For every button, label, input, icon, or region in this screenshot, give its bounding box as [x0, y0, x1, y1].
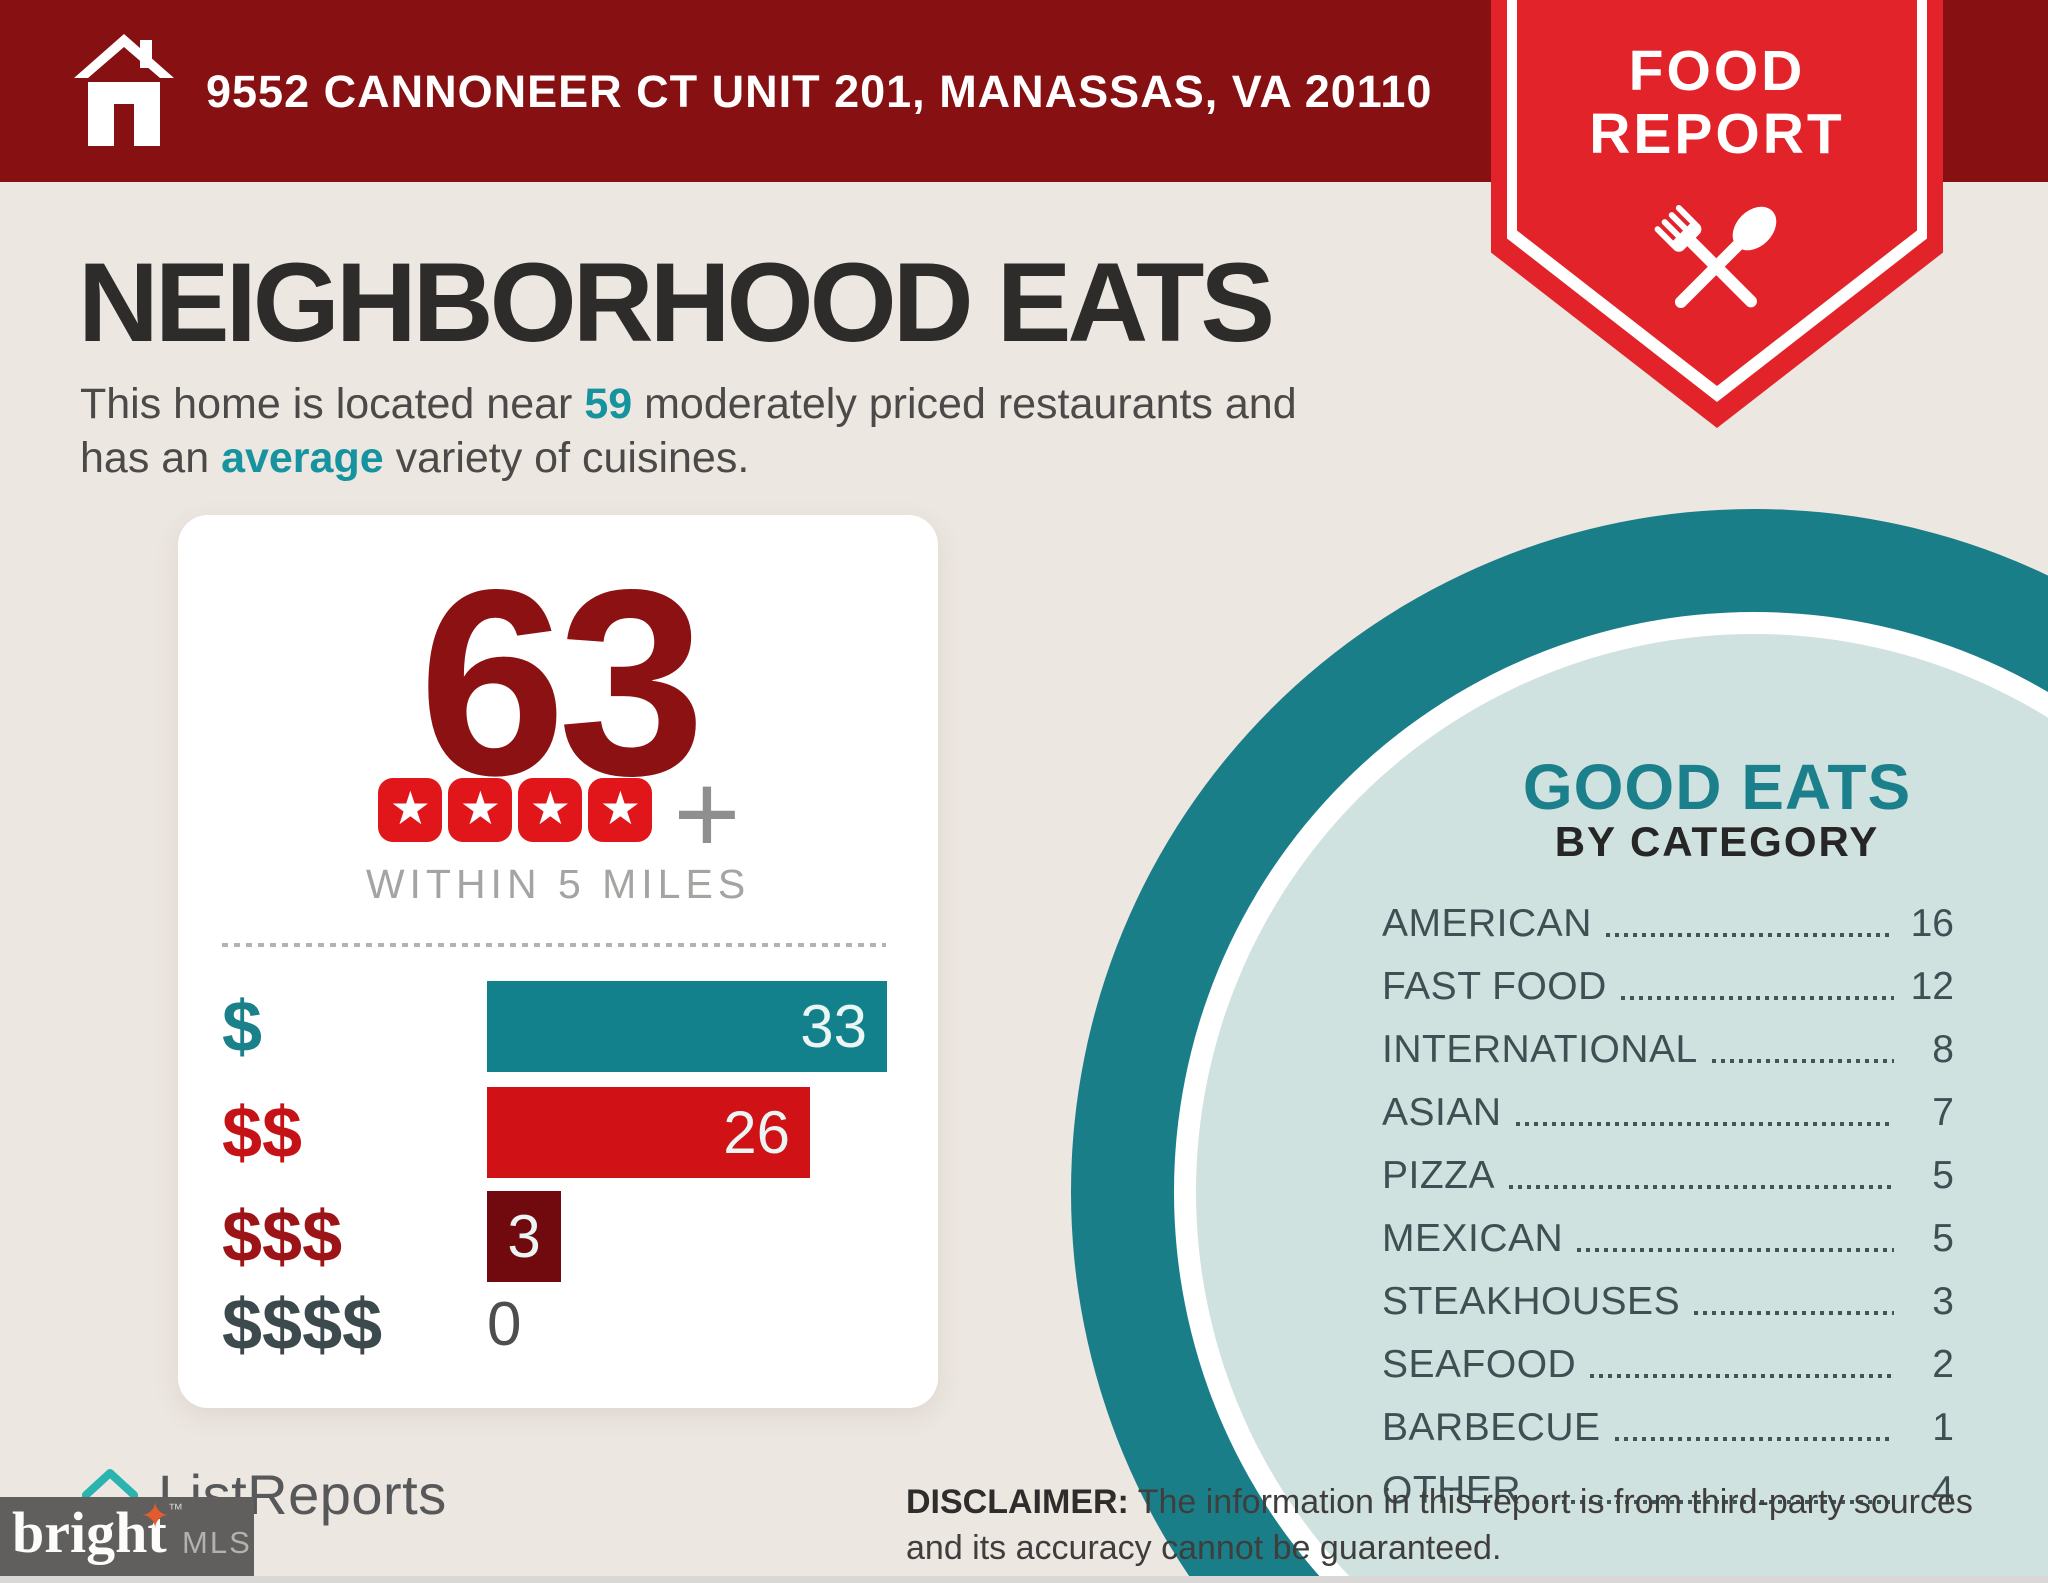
house-icon — [74, 34, 174, 146]
spoon-and-fork-icon — [1654, 205, 1777, 309]
variety-word: average — [221, 434, 384, 482]
dotted-leader — [1694, 1311, 1894, 1315]
price-row-2-dollar: $$ 26 — [222, 1087, 896, 1178]
category-row: OTHER 4 — [1382, 1469, 1954, 1513]
bright-mls-logo: bright ✦ ™ MLS — [0, 1495, 254, 1577]
food-report-ribbon: FOOD REPORT — [1491, 0, 1943, 428]
price-label: $$ — [222, 1092, 303, 1173]
category-row: INTERNATIONAL 8 — [1382, 1028, 1954, 1072]
price-zero-value: 0 — [487, 1290, 522, 1359]
price-row-4-dollar: $$$$ 0 — [222, 1279, 896, 1370]
dotted-leader — [1614, 1437, 1894, 1441]
good-eats-category-list: AMERICAN 16 FAST FOOD 12 INTERNATIONAL 8 AS… — [1382, 884, 1954, 1514]
category-row: STEAKHOUSES 3 — [1382, 1280, 1954, 1324]
ribbon-title-food: FOOD — [1628, 39, 1806, 103]
radius-label: WITHIN 5 MILES — [365, 861, 751, 907]
price-bar: 3 — [487, 1191, 561, 1282]
trademark-symbol: ™ — [168, 1501, 183, 1518]
good-eats-subtitle: BY CATEGORY — [1554, 818, 1880, 865]
category-row: ASIAN 7 — [1382, 1091, 1954, 1135]
category-row: AMERICAN 16 — [1382, 902, 1954, 946]
price-label: $ — [222, 986, 263, 1067]
dotted-leader — [1515, 1122, 1894, 1126]
dotted-leader — [1620, 996, 1894, 1000]
yelp-star-icon: ★ — [448, 778, 513, 842]
page-title: NEIGHBORHOOD EATS — [78, 240, 1275, 365]
dotted-leader — [1509, 1185, 1894, 1189]
price-label: $$$$ — [222, 1284, 383, 1365]
mls-wordmark: MLS — [182, 1525, 252, 1560]
good-eats-title: GOOD EATS — [1522, 751, 1912, 823]
bright-wordmark: bright — [12, 1500, 167, 1565]
bright-sparkle-icon: ✦ — [140, 1495, 171, 1536]
yelp-star-icon: ★ — [518, 778, 583, 842]
intro-sentence-line2: has an average variety of cuisines. — [80, 434, 750, 482]
dotted-leader — [1605, 933, 1894, 937]
category-row: BARBECUE 1 — [1382, 1406, 1954, 1450]
property-address: 9552 CANNONEER CT UNIT 201, MANASSAS, VA… — [206, 66, 1433, 117]
price-label: $$$ — [222, 1196, 343, 1277]
disclaimer-text: DISCLAIMER: The information in this repo… — [906, 1483, 1973, 1567]
price-bar: 33 — [487, 981, 887, 1072]
category-row: MEXICAN 5 — [1382, 1217, 1954, 1261]
dashed-divider — [222, 943, 886, 947]
yelp-star-icon: ★ — [588, 778, 653, 842]
star-rating: ★ ★ ★ ★ + — [178, 757, 938, 872]
score-number: 63 — [418, 535, 706, 831]
category-row: FAST FOOD 12 — [1382, 965, 1954, 1009]
category-row: SEAFOOD 2 — [1382, 1343, 1954, 1387]
dotted-leader — [1535, 1500, 1894, 1504]
score-card: 63 ★ ★ ★ ★ + WITHIN 5 MILES $ 33 $$ 26 $… — [178, 515, 938, 1408]
dotted-leader — [1577, 1248, 1894, 1252]
restaurant-count: 59 — [584, 380, 633, 428]
category-row: PIZZA 5 — [1382, 1154, 1954, 1198]
bottom-edge-strip — [0, 1576, 2048, 1583]
plus-sign: + — [673, 750, 741, 878]
ribbon-title-report: REPORT — [1589, 101, 1845, 166]
price-row-3-dollar: $$$ 3 — [222, 1191, 896, 1282]
dotted-leader — [1590, 1374, 1894, 1378]
dotted-leader — [1711, 1059, 1894, 1063]
price-bar: 26 — [487, 1087, 810, 1178]
yelp-star-icon: ★ — [378, 778, 443, 842]
intro-sentence-line1: This home is located near 59 moderately … — [80, 380, 1297, 428]
price-row-1-dollar: $ 33 — [222, 981, 896, 1072]
